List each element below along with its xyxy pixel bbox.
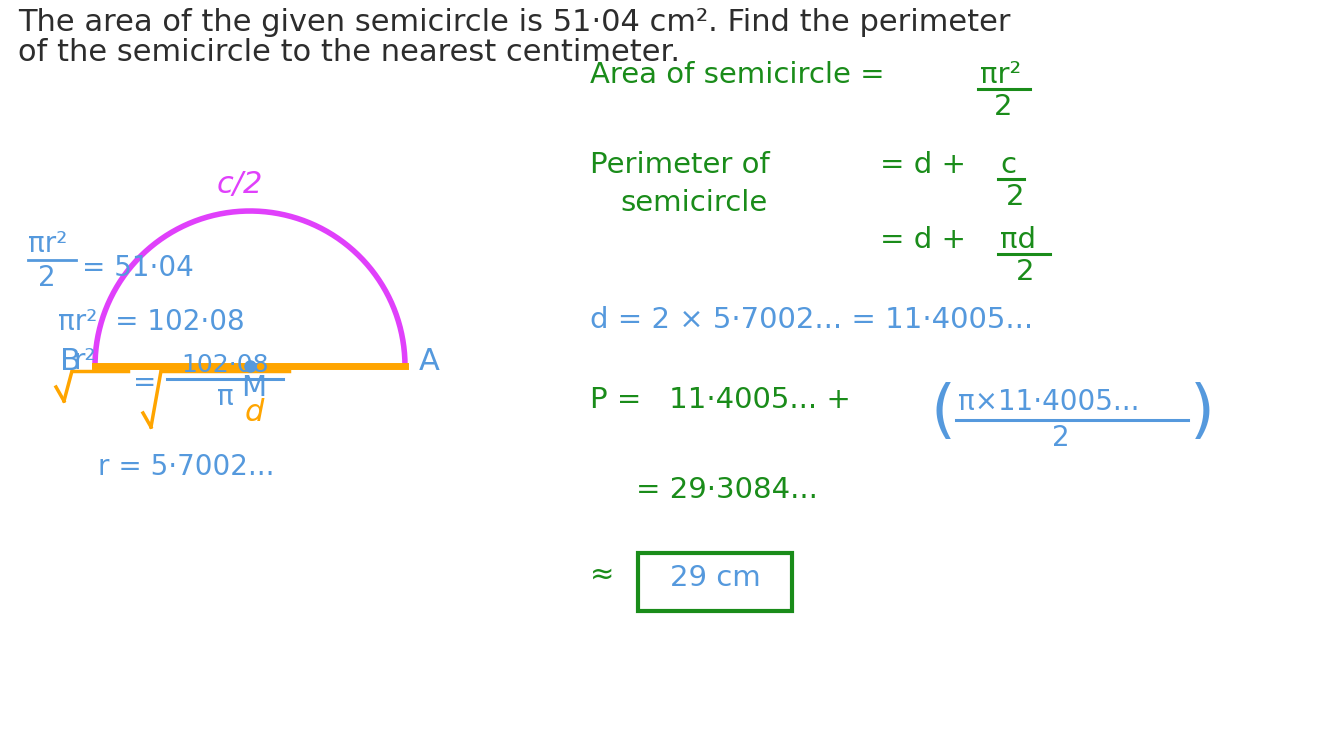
Text: = 29·3084...: = 29·3084... — [636, 476, 818, 504]
Text: = 51·04: = 51·04 — [82, 254, 194, 282]
Text: d: d — [245, 398, 263, 427]
Text: c/2: c/2 — [216, 170, 263, 199]
Text: ≈: ≈ — [590, 561, 614, 589]
Text: πr²: πr² — [28, 230, 67, 258]
Text: d = 2 × 5·7002... = 11·4005...: d = 2 × 5·7002... = 11·4005... — [590, 306, 1034, 334]
Text: r²: r² — [74, 347, 97, 375]
Text: c: c — [1000, 151, 1016, 179]
Text: 2: 2 — [1052, 424, 1070, 452]
Text: πr²: πr² — [980, 61, 1021, 89]
Text: semicircle: semicircle — [620, 189, 767, 217]
Text: The area of the given semicircle is 51·04 cm². Find the perimeter: The area of the given semicircle is 51·0… — [17, 8, 1011, 37]
Text: r = 5·7002...: r = 5·7002... — [98, 453, 274, 481]
Text: of the semicircle to the nearest centimeter.: of the semicircle to the nearest centime… — [17, 38, 680, 67]
Text: P =   11·4005... +: P = 11·4005... + — [590, 386, 851, 414]
Text: πr²  = 102·08: πr² = 102·08 — [58, 308, 245, 336]
Text: = d +: = d + — [880, 151, 966, 179]
Text: π×11·4005...: π×11·4005... — [958, 388, 1140, 416]
Text: 2: 2 — [1007, 183, 1024, 211]
Text: 2: 2 — [38, 264, 55, 292]
Text: A: A — [419, 348, 439, 376]
Text: = d +: = d + — [880, 226, 966, 254]
Text: 29 cm: 29 cm — [669, 564, 761, 592]
Text: π: π — [216, 383, 234, 411]
Text: πd: πd — [1000, 226, 1036, 254]
Text: M: M — [242, 374, 266, 402]
Text: =: = — [133, 369, 156, 397]
Text: 2: 2 — [1016, 258, 1035, 286]
Text: B: B — [60, 348, 81, 376]
Text: Perimeter of: Perimeter of — [590, 151, 770, 179]
Text: (: ( — [930, 382, 954, 444]
Text: 102·08: 102·08 — [181, 353, 269, 377]
Text: ): ) — [1189, 382, 1215, 444]
Text: 2: 2 — [995, 93, 1012, 121]
Text: Area of semicircle =: Area of semicircle = — [590, 61, 894, 89]
